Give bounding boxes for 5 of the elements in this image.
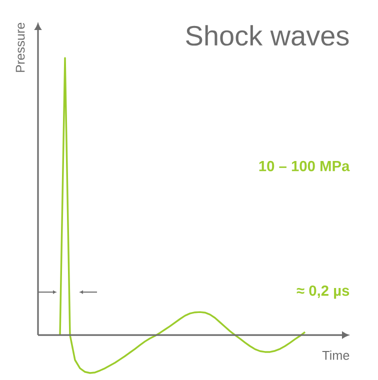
y-axis-title: Pressure bbox=[16, 22, 25, 72]
chart-title: Shock waves bbox=[186, 25, 349, 46]
annotation: ≈ 0,2 µs bbox=[296, 285, 350, 299]
annotation: 10 – 100 MPa bbox=[259, 160, 350, 172]
x-axis-title: Time bbox=[322, 350, 350, 360]
